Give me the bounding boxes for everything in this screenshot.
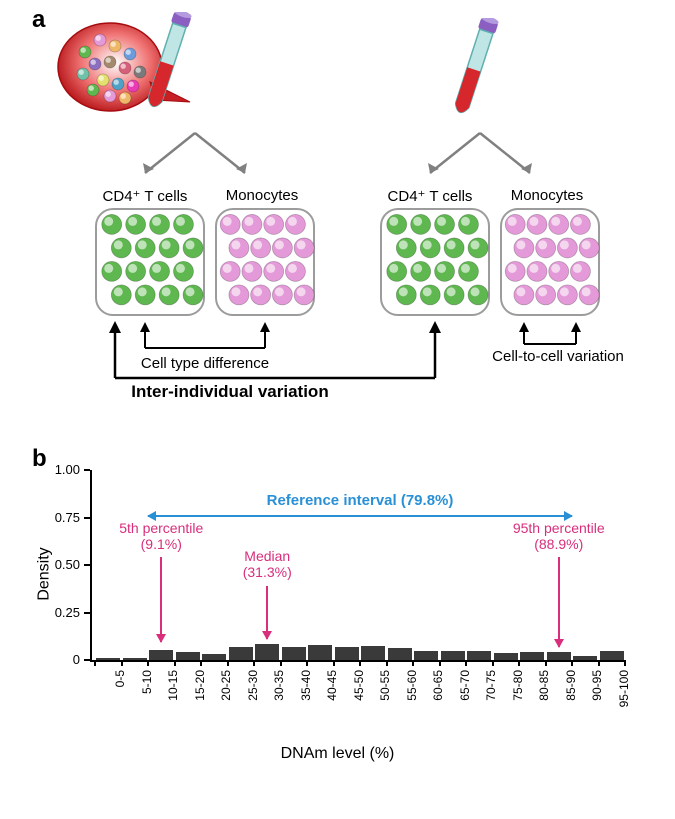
- hist-bar: [308, 645, 332, 660]
- y-tick-label: 0.75: [40, 510, 80, 525]
- cell-to-cell-label: Cell-to-cell variation: [478, 348, 638, 365]
- hist-bar: [255, 644, 279, 660]
- p95-l2: (88.9%): [504, 536, 614, 552]
- p5-l2: (9.1%): [106, 536, 216, 552]
- hist-bar: [229, 647, 253, 660]
- hist-bar: [388, 648, 412, 660]
- arrow-p5: [160, 557, 162, 642]
- arrow-median: [266, 586, 268, 639]
- interindividual-label: Inter-individual variation: [115, 382, 345, 402]
- x-tick-label: 75-80: [511, 670, 525, 701]
- y-tick-label: 1.00: [40, 462, 80, 477]
- x-tick-label: 65-70: [458, 670, 472, 701]
- y-axis-label: Density: [36, 547, 54, 600]
- mono-right-svg: [500, 208, 600, 316]
- panel-a: a: [0, 0, 675, 430]
- tcells-left-svg: [95, 208, 205, 316]
- p95-l1: 95th percentile: [504, 520, 614, 536]
- label-mono-right: Monocytes: [497, 187, 597, 204]
- hist-bar: [123, 658, 147, 660]
- panel-label-a: a: [32, 6, 45, 34]
- y-tick-label: 0.25: [40, 605, 80, 620]
- x-tick-label: 90-95: [590, 670, 604, 701]
- label-cd4-right: CD4⁺ T cells: [370, 187, 490, 205]
- annotation-median: Median (31.3%): [212, 548, 322, 580]
- x-tick-label: 60-65: [431, 670, 445, 701]
- hist-bar: [441, 651, 465, 661]
- x-tick-label: 55-60: [405, 670, 419, 701]
- hist-bar: [202, 654, 226, 660]
- med-l2: (31.3%): [212, 564, 322, 580]
- split-arrows-left: [110, 128, 280, 188]
- hist-bar: [96, 658, 120, 660]
- annotation-p95: 95th percentile (88.9%): [504, 520, 614, 552]
- hist-bar: [414, 651, 438, 661]
- x-tick-label: 40-45: [325, 670, 339, 701]
- x-tick-label: 20-25: [219, 670, 233, 701]
- hist-bar: [494, 653, 518, 660]
- hist-bar: [520, 652, 544, 660]
- y-tick-label: 0.50: [40, 557, 80, 572]
- hist-bar: [335, 647, 359, 660]
- arrow-p95: [558, 557, 560, 647]
- annotation-p5: 5th percentile (9.1%): [106, 520, 216, 552]
- y-tick-label: 0: [40, 652, 80, 667]
- tcells-right-svg: [380, 208, 490, 316]
- x-tick-label: 25-30: [246, 670, 260, 701]
- hist-bar: [600, 651, 624, 661]
- x-tick-label: 80-85: [537, 670, 551, 701]
- hist-bar: [573, 656, 597, 660]
- x-tick-label: 10-15: [166, 670, 180, 701]
- x-axis-label: DNAm level (%): [0, 745, 675, 763]
- x-tick-label: 35-40: [299, 670, 313, 701]
- ref-interval-label: Reference interval (79.8%): [260, 492, 460, 509]
- med-l1: Median: [212, 548, 322, 564]
- mono-left-svg: [215, 208, 315, 316]
- x-tick-label: 15-20: [193, 670, 207, 701]
- x-tick-label: 30-35: [272, 670, 286, 701]
- panel-b: b Density DNAm level (%) Reference inter…: [0, 445, 675, 819]
- x-tick-label: 0-5: [113, 670, 127, 687]
- p5-l1: 5th percentile: [106, 520, 216, 536]
- split-arrows-right: [395, 128, 565, 188]
- x-tick-label: 95-100: [617, 670, 631, 707]
- hist-bar: [149, 650, 173, 660]
- label-cd4-left: CD4⁺ T cells: [85, 187, 205, 205]
- x-tick-label: 5-10: [140, 670, 154, 694]
- hist-bar: [361, 646, 385, 660]
- hist-bar: [547, 652, 571, 660]
- hist-bar: [467, 651, 491, 661]
- x-tick-label: 50-55: [378, 670, 392, 701]
- x-tick-label: 70-75: [484, 670, 498, 701]
- x-tick-label: 45-50: [352, 670, 366, 701]
- x-tick-label: 85-90: [564, 670, 578, 701]
- ref-interval-line: [148, 515, 572, 517]
- label-mono-left: Monocytes: [212, 187, 312, 204]
- hist-bar: [176, 652, 200, 660]
- hist-bar: [282, 647, 306, 660]
